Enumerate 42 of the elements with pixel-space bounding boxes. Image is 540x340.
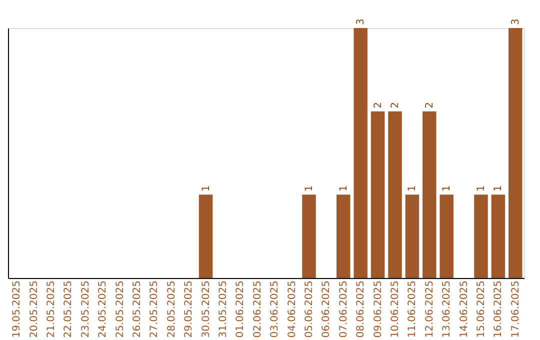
x-tick-label: 03.06.2025 [270, 280, 281, 338]
data-label: 3 [510, 18, 522, 25]
x-tick-label: 27.05.2025 [149, 280, 160, 338]
x-tick-label: 13.06.2025 [442, 280, 453, 338]
x-tick-label: 28.05.2025 [166, 280, 178, 338]
x-tick-label: 11.06.2025 [407, 280, 418, 338]
x-tick-label: 15.06.2025 [476, 280, 487, 338]
data-label: 1 [338, 185, 350, 192]
x-tick-label: 17.06.2025 [510, 280, 522, 338]
x-tick-label: 08.06.2025 [356, 280, 367, 338]
data-label: 2 [372, 102, 384, 108]
data-label: 1 [442, 185, 453, 192]
x-tick-label: 09.06.2025 [372, 280, 384, 338]
x-tick-label: 05.06.2025 [304, 280, 315, 338]
x-tick-label: 07.06.2025 [338, 280, 350, 338]
data-label: 3 [356, 18, 367, 25]
x-tick-label: 06.06.2025 [321, 280, 332, 338]
x-tick-label: 12.06.2025 [424, 280, 436, 338]
x-tick-label: 02.06.2025 [252, 280, 264, 338]
x-tick-label: 22.05.2025 [63, 280, 74, 338]
data-label: 1 [304, 185, 315, 192]
x-tick-label: 20.05.2025 [28, 280, 40, 338]
x-tick-label: 04.06.2025 [286, 280, 298, 338]
data-label: 1 [476, 185, 487, 192]
x-tick-label: 01.06.2025 [235, 280, 246, 338]
x-tick-label: 25.05.2025 [114, 280, 126, 338]
data-label: 2 [424, 102, 436, 108]
data-label: 1 [200, 185, 212, 192]
x-tick-label: 24.05.2025 [98, 280, 109, 338]
x-tick-label: 19.05.2025 [12, 280, 23, 338]
data-label: 1 [407, 185, 418, 192]
x-tick-label: 26.05.2025 [132, 280, 143, 338]
x-tick-label: 23.05.2025 [80, 280, 92, 338]
x-tick-label: 16.06.2025 [493, 280, 504, 338]
x-tick-label: 29.05.2025 [184, 280, 195, 338]
x-tick-label: 10.06.2025 [390, 280, 401, 338]
data-label: 1 [493, 185, 504, 192]
data-label: 2 [390, 102, 401, 108]
x-tick-label: 30.05.2025 [200, 280, 212, 338]
x-tick-label: 31.05.2025 [218, 280, 229, 338]
x-tick-label: 21.05.2025 [46, 280, 57, 338]
x-tick-label: 14.06.2025 [458, 280, 470, 338]
